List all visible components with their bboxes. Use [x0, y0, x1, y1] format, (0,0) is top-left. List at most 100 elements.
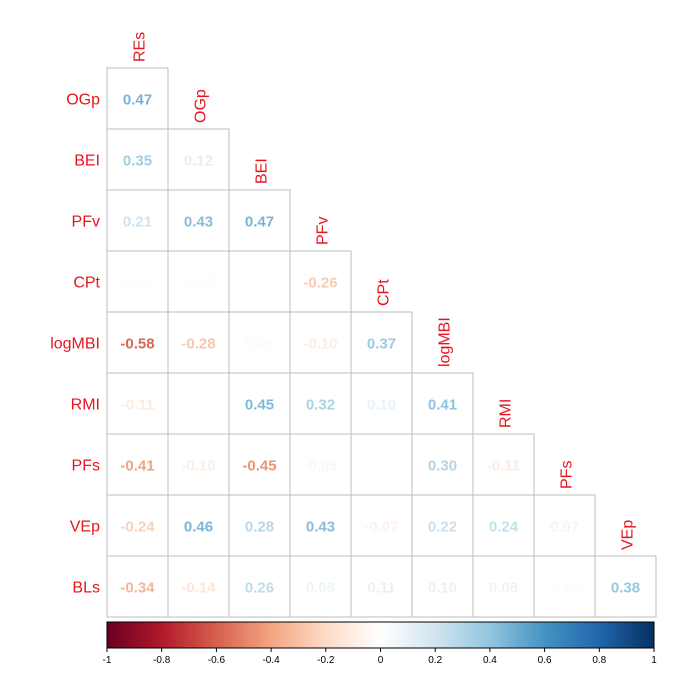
cell-value: 0.45	[245, 397, 274, 414]
cell-values: 0.47 0.35 0.12 0.21 0.43 0.47 -0.02 -0.02 -0.26 -…	[120, 92, 640, 597]
cell-value: 0.03	[245, 336, 274, 353]
row-label-PFv: PFv	[72, 214, 100, 231]
cell-value: -0.11	[121, 397, 154, 414]
cell-PFs-logMBI	[411, 433, 474, 496]
cell-PFs-REs	[106, 433, 169, 496]
cell-RMI-OGp	[167, 372, 230, 435]
cell-value: -0.02	[547, 580, 581, 597]
cell-value: 0.21	[123, 214, 152, 231]
cell-value: 0.28	[245, 519, 274, 536]
cell-value: -0.34	[120, 580, 155, 597]
cell-value: 0.08	[489, 580, 518, 597]
colorbar-tick-label: 0.4	[483, 655, 497, 666]
cell-value: -0.11	[487, 458, 520, 475]
cell-value: 0.47	[245, 214, 274, 231]
cell-value: 0.32	[306, 397, 335, 414]
cell-value: -0.28	[181, 336, 215, 353]
colorbar-gradient	[106, 621, 655, 649]
row-label-BLs: BLs	[72, 580, 100, 597]
cell-value: 0.08	[306, 580, 335, 597]
colorbar-tick-label: -0.6	[208, 655, 226, 666]
cell-value: -0.10	[181, 458, 215, 475]
column-label-BEI: BEI	[254, 158, 271, 184]
cell-value: 0.41	[428, 397, 457, 414]
cell-RMI-PFv	[289, 372, 352, 435]
cell-BEI-OGp	[167, 128, 230, 191]
cell-BEI-REs	[106, 128, 169, 191]
row-label-logMBI: logMBI	[50, 336, 100, 353]
cell-CPt-OGp	[167, 250, 230, 313]
cell-value: -0.58	[120, 336, 154, 353]
row-label-VEp: VEp	[70, 519, 100, 536]
cell-value: 0.46	[184, 519, 213, 536]
cell-value: 0.35	[123, 153, 152, 170]
column-label-CPt: CPt	[376, 279, 393, 306]
cell-VEp-REs	[106, 494, 169, 557]
colorbar-tick-label: -0.4	[262, 655, 280, 666]
cell-VEp-PFs	[533, 494, 596, 557]
row-label-BEI: BEI	[74, 153, 100, 170]
cell-RMI-logMBI	[411, 372, 474, 435]
colorbar-tick-label: 0.8	[592, 655, 606, 666]
cell-value: -0.24	[120, 519, 155, 536]
cell-value: 0.10	[367, 397, 396, 414]
cell-logMBI-OGp	[167, 311, 230, 374]
cell-value: 0.43	[184, 214, 213, 231]
cell-value: 0.10	[428, 580, 457, 597]
cell-RMI-REs	[106, 372, 169, 435]
cell-value: 0.22	[428, 519, 457, 536]
colorbar-tick-label: 0.2	[428, 655, 442, 666]
cell-PFs-RMI	[472, 433, 535, 496]
cell-PFv-BEI	[228, 189, 291, 252]
cell-CPt-PFv	[289, 250, 352, 313]
cell-grid	[106, 67, 657, 618]
column-label-REs: REs	[132, 32, 149, 62]
cell-BLs-BEI	[228, 555, 291, 618]
cell-value: 0.26	[245, 580, 274, 597]
cell-PFs-OGp	[167, 433, 230, 496]
colorbar-tick-label: 0	[378, 655, 384, 666]
cell-value: -0.14	[181, 580, 216, 597]
cell-BLs-RMI	[472, 555, 535, 618]
row-label-PFs: PFs	[72, 458, 100, 475]
colorbar-tick-label: -0.2	[317, 655, 335, 666]
column-label-VEp: VEp	[620, 520, 637, 550]
cell-value: -0.10	[303, 336, 337, 353]
cell-PFs-PFv	[289, 433, 352, 496]
colorbar: -1 -0.8 -0.6 -0.4 -0.2 0 0.2 0.4 0.6 0.8 1	[103, 621, 657, 666]
cell-logMBI-PFv	[289, 311, 352, 374]
cell-BLs-VEp	[594, 555, 657, 618]
column-label-OGp: OGp	[193, 89, 210, 123]
cell-BLs-PFv	[289, 555, 352, 618]
cell-VEp-BEI	[228, 494, 291, 557]
cell-value: 0.30	[428, 458, 457, 475]
cell-value: 0.37	[367, 336, 396, 353]
colorbar-tick-label: 1	[651, 655, 657, 666]
column-label-logMBI: logMBI	[437, 317, 454, 367]
cell-PFs-CPt	[350, 433, 413, 496]
cell-value: -0.02	[120, 275, 154, 292]
row-label-CPt: CPt	[73, 275, 100, 292]
column-label-PFs: PFs	[559, 461, 576, 489]
cell-BLs-REs	[106, 555, 169, 618]
cell-value: -0.05	[303, 458, 337, 475]
cell-value: -0.41	[120, 458, 154, 475]
cell-value: 0.43	[306, 519, 335, 536]
row-label-OGp: OGp	[66, 92, 100, 109]
cell-value: 0.12	[184, 153, 213, 170]
cell-BLs-CPt	[350, 555, 413, 618]
cell-value: 0.07	[550, 519, 579, 536]
colorbar-tick-label: -1	[103, 655, 112, 666]
cell-value: 0.47	[123, 92, 152, 109]
colorbar-tick-label: -0.8	[153, 655, 171, 666]
cell-value: -0.02	[181, 275, 215, 292]
row-label-RMI: RMI	[71, 397, 100, 414]
cell-BLs-OGp	[167, 555, 230, 618]
cell-RMI-CPt	[350, 372, 413, 435]
cell-CPt-BEI	[228, 250, 291, 313]
cell-value: -0.26	[303, 275, 337, 292]
cell-value: 0.24	[489, 519, 519, 536]
column-label-PFv: PFv	[315, 217, 332, 245]
axis-labels: OGp BEI PFv CPt logMBI RMI PFs VEp BLs REs OGp BEI P…	[50, 32, 636, 597]
cell-value: -0.07	[364, 519, 398, 536]
